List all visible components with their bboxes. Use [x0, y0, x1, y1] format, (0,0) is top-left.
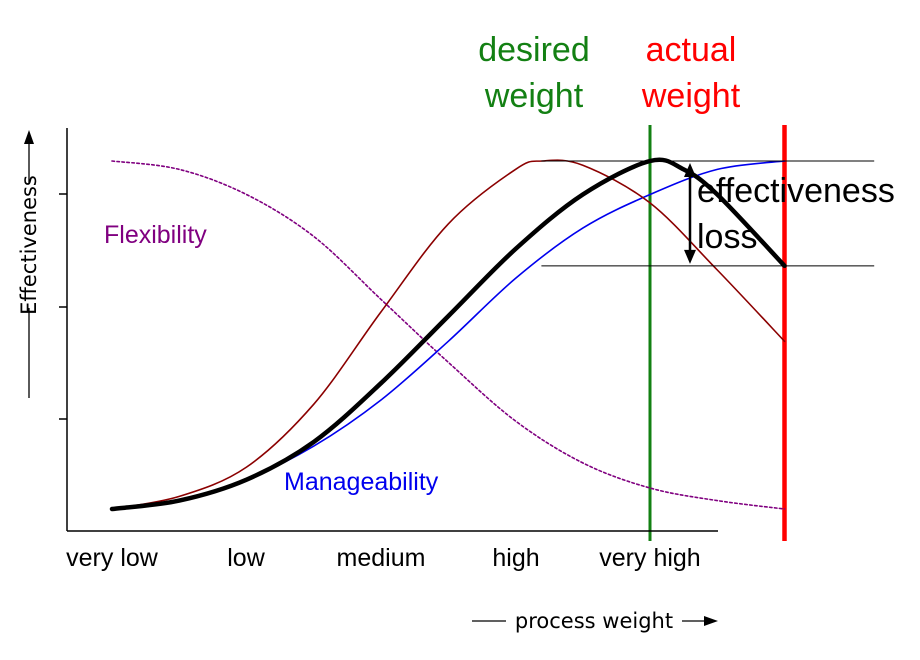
x-tick-label-medium: medium: [337, 544, 426, 572]
actual-weight-label-line2: weight: [641, 77, 741, 115]
y-axis-title: Effectiveness: [17, 175, 41, 315]
loss-arrowhead-up: [684, 163, 696, 177]
y-axis-arrowhead: [24, 130, 34, 144]
x-axis-title-group: process weight: [472, 609, 718, 633]
y-axis-title-group: Effectiveness: [17, 130, 41, 398]
flexibility-curve: [111, 160, 786, 510]
desired-weight-label-line1: desired: [478, 31, 590, 69]
x-tick-label-very-high: very high: [599, 544, 700, 572]
effectiveness-loss-label-line2: loss: [697, 218, 757, 256]
desired-weight-label-line2: weight: [484, 77, 584, 115]
actual-weight-label-line1: actual: [646, 31, 737, 69]
x-axis-arrowhead: [704, 616, 718, 626]
manageability-label: Manageability: [284, 468, 439, 496]
dark-red-curve: [111, 159, 786, 510]
loss-indicator: [541, 160, 875, 267]
flexibility-label: Flexibility: [104, 221, 207, 249]
series-layer: [109, 157, 787, 512]
x-tick-label-very-low: very low: [66, 544, 159, 572]
x-tick-label-low: low: [227, 544, 265, 572]
effectiveness-curve: [109, 157, 787, 512]
loss-arrowhead-down: [684, 249, 696, 264]
x-tick-label-high: high: [492, 544, 539, 572]
manageability-curve: [111, 160, 786, 510]
x-axis-title: process weight: [515, 609, 673, 633]
effectiveness-loss-label-line1: effectiveness: [697, 172, 895, 210]
